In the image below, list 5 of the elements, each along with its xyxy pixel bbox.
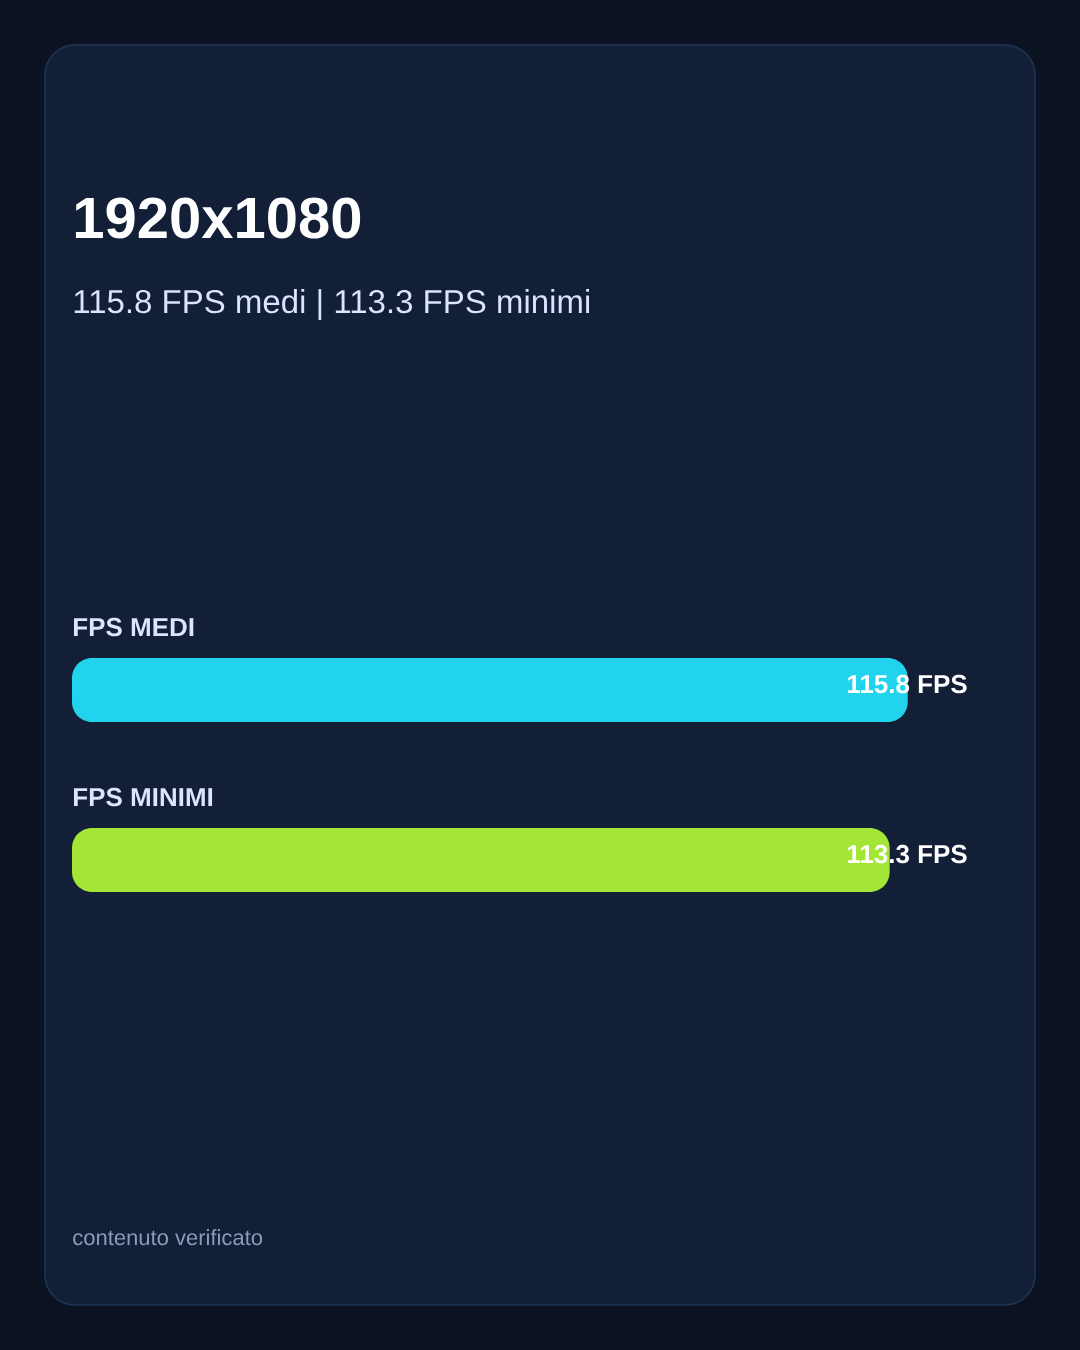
text: contenuto verificato bbox=[73, 1229, 263, 1246]
y-tick-label: FPS MINIMI bbox=[74, 787, 213, 807]
chart-title: 1920x1080 bbox=[75, 197, 361, 239]
y-tick-label: FPS MEDI bbox=[74, 617, 194, 637]
chart-subtitle: 115.8 FPS medi | 113.3 FPS minimi bbox=[74, 289, 590, 320]
